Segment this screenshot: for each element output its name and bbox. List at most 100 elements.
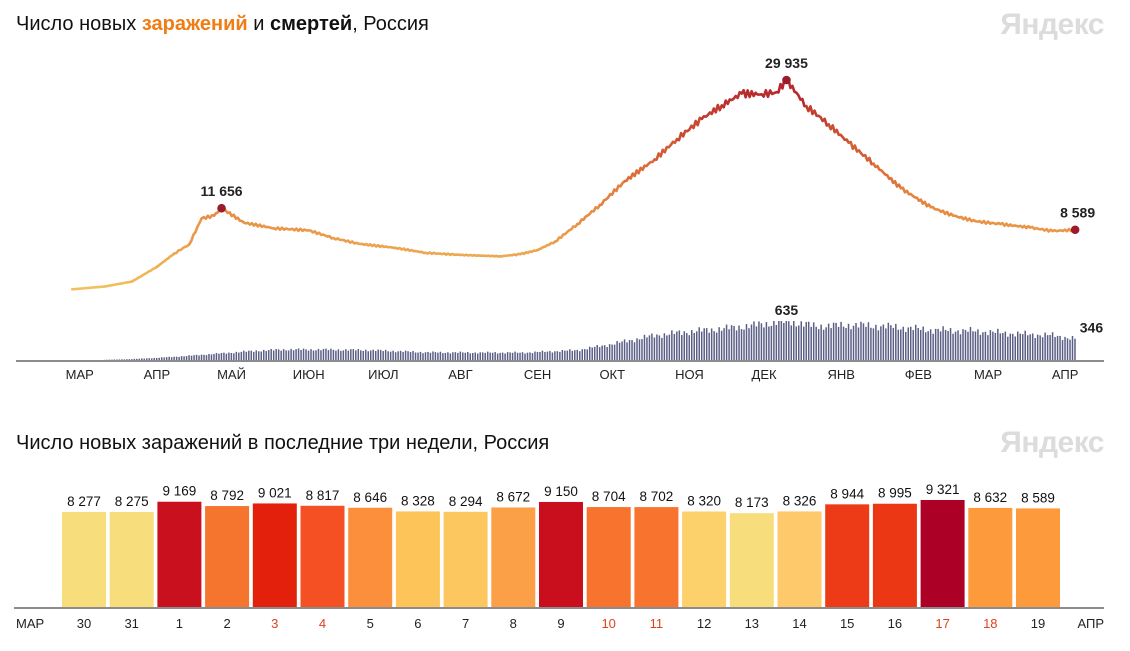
death-bar xyxy=(907,327,910,360)
cases-line-segment xyxy=(623,158,656,183)
death-bar xyxy=(875,324,877,360)
death-bar xyxy=(658,335,661,360)
death-bar xyxy=(258,351,260,360)
death-bar xyxy=(223,352,225,360)
death-bar xyxy=(350,349,352,360)
death-bar xyxy=(123,359,126,360)
death-bar xyxy=(927,331,929,360)
death-bar xyxy=(183,356,185,360)
death-bar xyxy=(472,352,474,360)
death-bar xyxy=(842,326,845,360)
x-start-month-label: МАР xyxy=(16,616,44,631)
death-bar xyxy=(1004,331,1007,360)
death-bar xyxy=(802,326,805,360)
death-bar xyxy=(427,351,429,360)
death-bar xyxy=(663,333,666,360)
death-bar xyxy=(1069,339,1071,360)
death-bar xyxy=(429,352,432,360)
death-bar xyxy=(596,344,598,360)
death-bar xyxy=(1044,332,1046,360)
death-bar xyxy=(1021,334,1024,360)
day-bar xyxy=(539,501,583,607)
three-weeks-bar-chart: 8 277 30 8 275 31 9 169 1 8 792 2 9 021 3 8 817 4 8 … xyxy=(14,482,1104,631)
bar-value-label: 8 320 xyxy=(687,493,721,508)
death-bar xyxy=(365,349,367,360)
x-tick-label: 6 xyxy=(414,616,421,631)
x-tick-label: 8 xyxy=(510,616,517,631)
death-bar xyxy=(912,330,914,360)
death-bar xyxy=(581,349,584,360)
death-bar xyxy=(243,350,245,360)
death-bar xyxy=(551,352,554,360)
death-bar xyxy=(419,351,422,360)
death-bar xyxy=(798,325,800,360)
death-bar xyxy=(725,324,728,360)
cases-line-segment xyxy=(847,140,875,166)
death-bar xyxy=(588,346,591,360)
death-bar xyxy=(850,329,852,360)
death-bar xyxy=(315,350,317,360)
death-bar xyxy=(790,325,793,360)
death-bar xyxy=(895,323,897,360)
death-bar xyxy=(880,326,882,360)
death-bar xyxy=(825,327,827,360)
death-bar xyxy=(235,351,238,360)
death-bar xyxy=(444,352,447,360)
death-bar xyxy=(628,340,631,360)
death-bar xyxy=(195,354,198,360)
title-part1: Число новых xyxy=(16,13,142,35)
death-bar xyxy=(1007,336,1009,360)
death-bar xyxy=(215,352,218,360)
death-bar xyxy=(392,350,394,360)
death-bar xyxy=(1061,340,1064,360)
death-bar xyxy=(374,350,377,360)
x-tick-label: МАР xyxy=(974,367,1002,382)
death-bar xyxy=(900,329,902,360)
death-bar xyxy=(1026,335,1029,360)
death-bar xyxy=(198,355,200,360)
day-bar xyxy=(586,507,631,607)
death-bar xyxy=(409,352,412,360)
death-bar xyxy=(962,329,964,360)
death-bar xyxy=(531,353,534,360)
death-bar xyxy=(126,359,128,360)
death-bar xyxy=(944,329,947,360)
death-bar xyxy=(561,350,564,360)
death-bar xyxy=(807,321,810,360)
cases-line-segment xyxy=(999,221,1032,230)
death-bar xyxy=(678,330,681,360)
death-bar xyxy=(305,349,307,360)
cases-line-segment xyxy=(598,179,627,207)
death-bar xyxy=(292,350,295,360)
death-bar xyxy=(407,351,409,360)
death-bar xyxy=(325,348,327,360)
death-bar xyxy=(817,329,820,360)
death-bar xyxy=(233,353,235,360)
death-bar xyxy=(914,324,917,360)
chart1-title: Число новых заражений и смертей, Россия xyxy=(16,13,429,36)
death-bar xyxy=(586,349,588,360)
death-bar xyxy=(1071,336,1074,360)
day-bar xyxy=(348,507,393,607)
death-bar xyxy=(598,347,601,360)
x-tick-label: ОКТ xyxy=(599,367,625,382)
death-bar xyxy=(1041,337,1044,360)
death-bar xyxy=(379,349,382,360)
bar-value-label: 8 944 xyxy=(830,486,864,501)
death-bar xyxy=(225,353,228,360)
bar-value-label: 8 995 xyxy=(878,486,912,501)
cases-line-segment xyxy=(357,242,398,250)
death-bar xyxy=(190,355,193,360)
cases-line-segment xyxy=(272,226,310,233)
cases-line-segment xyxy=(653,137,679,161)
death-bar xyxy=(718,327,720,360)
bar-value-label: 9 150 xyxy=(544,484,578,499)
death-bar xyxy=(673,334,676,360)
death-bar xyxy=(974,331,977,360)
death-bar xyxy=(666,335,668,360)
death-bar xyxy=(442,353,444,360)
death-bar xyxy=(929,329,932,360)
death-bar xyxy=(847,323,850,360)
death-bar xyxy=(964,329,967,360)
cases-line-segment xyxy=(70,285,106,291)
